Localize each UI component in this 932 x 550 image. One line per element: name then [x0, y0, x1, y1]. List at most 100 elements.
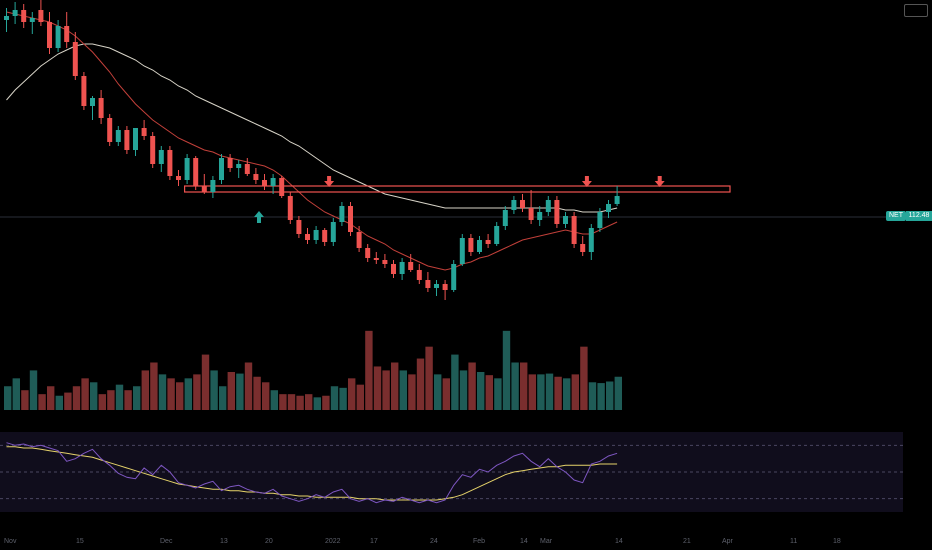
volume-bar	[468, 362, 476, 410]
candle-body	[279, 178, 285, 196]
candles	[4, 0, 620, 300]
volume-bar	[167, 378, 175, 410]
candle-body	[408, 262, 414, 270]
candle-body	[133, 128, 138, 150]
volume-bar	[107, 390, 115, 410]
x-tick-label: 15	[76, 538, 84, 545]
candle-body	[253, 174, 259, 180]
x-tick-label: 18	[833, 538, 841, 545]
candle-body	[193, 158, 199, 186]
volume-bar	[477, 372, 485, 410]
volume-bar	[253, 376, 261, 410]
x-tick-label: Nov	[4, 538, 17, 545]
volume-bar	[356, 384, 364, 410]
candle-body	[107, 118, 113, 142]
candle-body	[330, 222, 336, 242]
candle-body	[614, 196, 620, 204]
volume-bar	[158, 374, 167, 410]
volume-bar	[305, 394, 313, 410]
x-tick-label: 21	[683, 538, 691, 545]
candle-body	[606, 204, 611, 212]
buy-arrow-icon	[254, 211, 264, 223]
x-tick-label: 13	[220, 538, 228, 545]
volume-bar	[90, 382, 98, 410]
time-axis[interactable]: Nov 15 Dec 13 20 2022 17 24 Feb 14 Mar 14 21 Apr 11 18	[4, 538, 841, 545]
candle-body	[459, 238, 465, 264]
candle-body	[468, 238, 474, 252]
candle-body	[563, 216, 568, 224]
volume-bar	[571, 374, 579, 410]
price-tag-label: NET	[886, 211, 906, 221]
candle-body	[115, 130, 121, 142]
candle-body	[176, 176, 181, 180]
volume-bar	[606, 381, 614, 410]
candle-body	[72, 42, 78, 76]
candle-body	[365, 248, 371, 258]
candle-body	[244, 164, 250, 174]
candle-body	[141, 128, 147, 136]
volume-bar	[12, 378, 20, 410]
volume-bar	[399, 370, 407, 410]
volume-bar	[141, 370, 149, 410]
candle-body	[434, 284, 439, 288]
volume-bar	[330, 386, 339, 410]
volume-bar	[81, 378, 89, 410]
volume-bar	[614, 376, 622, 410]
candle-body	[580, 244, 586, 252]
volume-bar	[72, 386, 81, 410]
volume-bar	[296, 395, 304, 410]
volume-bar	[322, 395, 330, 410]
volume-bar	[425, 346, 433, 410]
x-tick-label: Apr	[722, 538, 734, 545]
signal-arrows	[254, 176, 665, 223]
volume-bar	[47, 386, 55, 410]
volume-bar	[588, 382, 597, 410]
volume-bar	[391, 362, 399, 410]
volume-bar	[279, 394, 287, 410]
volume-bar	[38, 394, 46, 410]
volume-bar	[511, 362, 519, 410]
x-tick-label: 2022	[325, 538, 341, 545]
candle-body	[150, 136, 156, 164]
volume-bar	[520, 362, 528, 410]
candle-body	[12, 10, 18, 16]
candle-body	[55, 26, 61, 48]
candle-body	[313, 230, 319, 240]
volume-bar	[416, 358, 425, 410]
moving-averages	[6, 11, 618, 271]
candle-body	[520, 200, 525, 208]
volume-bar	[133, 386, 141, 410]
volume-bars	[4, 330, 622, 410]
x-tick-label: 24	[430, 538, 438, 545]
candle-body	[485, 240, 491, 244]
candle-body	[219, 158, 224, 180]
toolbar-button[interactable]	[904, 4, 928, 17]
volume-bar	[434, 374, 442, 410]
candle-body	[201, 186, 207, 192]
candle-body	[502, 210, 508, 226]
candle-body	[21, 10, 27, 22]
candle-body	[451, 264, 457, 290]
rsi-line	[6, 442, 618, 504]
volume-bar	[227, 372, 235, 410]
sell-arrow-icon	[654, 176, 665, 187]
volume-bar	[244, 362, 253, 410]
candle-body	[90, 98, 95, 106]
candle-body	[322, 230, 328, 242]
candle-body	[545, 200, 551, 212]
volume-bar	[29, 370, 38, 410]
candle-body	[399, 262, 405, 274]
x-tick-label: 17	[370, 538, 378, 545]
candle-body	[588, 228, 594, 252]
candle-body	[296, 220, 302, 234]
candle-body	[287, 196, 293, 220]
volume-bar	[270, 390, 278, 410]
x-tick-label: Dec	[160, 538, 173, 545]
candle-body	[511, 200, 517, 210]
ema-slow-line	[6, 43, 618, 213]
volume-bar	[528, 374, 536, 410]
resistance-zone	[184, 185, 731, 193]
x-tick-label: 14	[615, 538, 623, 545]
candle-body	[554, 200, 560, 224]
